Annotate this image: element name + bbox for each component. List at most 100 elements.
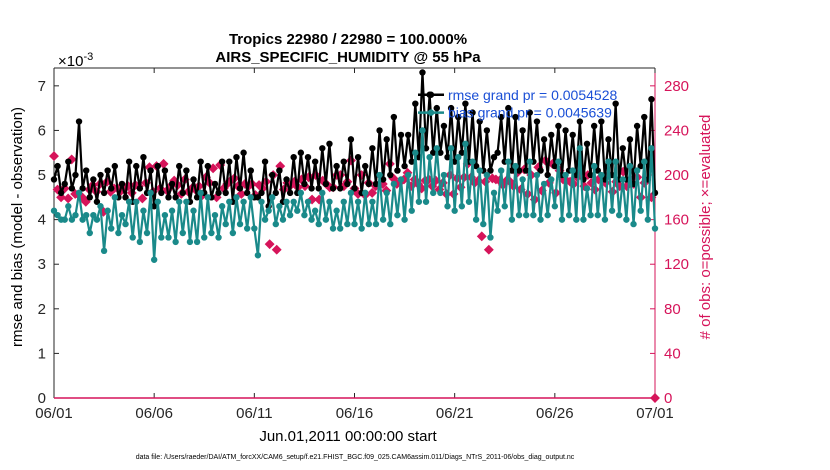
legend-marker-rmse (427, 91, 435, 98)
bias-point (605, 158, 612, 165)
bias-point (326, 198, 333, 205)
rmse-point (54, 162, 61, 170)
bias-point (54, 211, 61, 219)
rmse-point (311, 158, 319, 165)
bias-point (447, 145, 455, 152)
bias-point (72, 211, 79, 219)
rmse-point (140, 153, 147, 161)
rmse-point (476, 118, 483, 125)
rmse-point (515, 167, 523, 174)
bias-point (168, 207, 176, 214)
bias-point (269, 194, 276, 201)
chart-subtitle: AIRS_SPECIFIC_HUMIDITY @ 55 hPa (215, 49, 481, 66)
bias-point (580, 216, 587, 223)
bias-point (329, 225, 337, 232)
rmse-point (172, 194, 179, 201)
bias-point (637, 207, 644, 214)
obs-evaluated-marker (137, 193, 148, 204)
rmse-point (390, 113, 398, 121)
bias-point (272, 220, 279, 228)
rmse-point (297, 149, 305, 156)
bias-point (104, 207, 111, 214)
rmse-point (211, 180, 219, 188)
bias-point (440, 171, 448, 179)
x-tick-label: 06/16 (336, 405, 374, 422)
obs-evaluated-marker (367, 187, 378, 198)
bias-point (390, 180, 398, 188)
bias-point (515, 211, 523, 219)
bias-point (476, 167, 483, 174)
bias-point (401, 216, 408, 223)
bias-point (419, 127, 426, 134)
rmse-point (197, 158, 204, 165)
rmse-point (283, 176, 290, 183)
chart-title: Tropics 22980 / 22980 = 100.000% (229, 31, 467, 48)
rmse-point (365, 180, 373, 188)
bias-point (50, 207, 58, 214)
bias-point (290, 198, 297, 205)
bias-point (644, 216, 652, 223)
rmse-point (540, 136, 548, 143)
rmse-point (308, 185, 315, 192)
rmse-point (65, 158, 72, 165)
bias-point (530, 211, 537, 219)
rmse-point (376, 127, 383, 134)
rmse-point (347, 136, 355, 143)
bias-point (619, 176, 627, 183)
rmse-point (354, 153, 362, 161)
y-tick-label-right: 280 (664, 78, 689, 95)
rmse-point (315, 185, 322, 192)
bias-point (111, 194, 119, 201)
bias-point (201, 234, 208, 241)
bias-point (472, 216, 480, 223)
bias-point (254, 252, 262, 259)
bias-point (79, 216, 86, 223)
bias-point (383, 189, 390, 197)
rmse-point (61, 180, 68, 188)
bias-point (315, 220, 322, 228)
bias-point (480, 220, 487, 228)
rmse-point (612, 100, 619, 107)
rmse-point (222, 189, 229, 197)
bias-point (583, 185, 591, 192)
bias-point (408, 207, 415, 214)
rmse-point (533, 118, 541, 125)
bias-point (322, 216, 330, 223)
bias-point (211, 211, 219, 219)
rmse-point (168, 180, 176, 188)
bias-point (229, 229, 237, 237)
rmse-point (626, 136, 634, 143)
bias-point (236, 220, 244, 228)
bias-point (208, 229, 215, 237)
bias-point (562, 171, 569, 179)
bias-point (140, 207, 147, 214)
rmse-point (304, 153, 312, 161)
rmse-point (455, 113, 462, 121)
bias-point (154, 198, 161, 205)
bias-point (433, 145, 440, 152)
bias-point (176, 198, 183, 205)
bias-point (61, 216, 68, 223)
obs-evaluated-marker (264, 239, 275, 250)
rmse-point (190, 176, 197, 183)
rmse-point (93, 198, 101, 205)
rmse-point (590, 122, 598, 130)
bias-point (601, 216, 609, 223)
bias-point (362, 189, 369, 197)
bias-point (430, 189, 437, 197)
bias-point (544, 211, 551, 219)
rmse-point (276, 167, 283, 174)
bias-point (193, 238, 201, 246)
bias-point (616, 211, 623, 219)
rmse-point (154, 162, 161, 170)
x-axis-label: Jun.01,2011 00:00:00 start (259, 428, 437, 445)
y-tick-label-left: 7 (38, 78, 46, 95)
bias-point (265, 207, 272, 214)
bias-point (487, 234, 494, 241)
bias-point (261, 216, 269, 223)
rmse-point (86, 194, 93, 201)
bias-point (165, 234, 172, 241)
rmse-point (512, 113, 519, 121)
bias-point (387, 220, 394, 228)
